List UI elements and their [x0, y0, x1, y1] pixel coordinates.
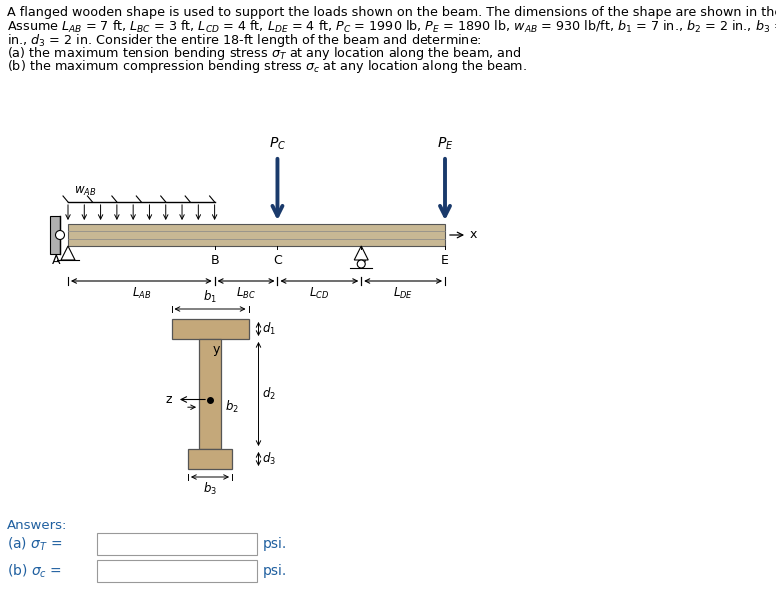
Bar: [97, 560, 257, 582]
Text: $P_E$: $P_E$: [437, 136, 453, 152]
Bar: [97, 533, 257, 555]
Text: in., $d_3$ = 2 in. Consider the entire 18-ft length of the beam and determine:: in., $d_3$ = 2 in. Consider the entire 1…: [7, 32, 482, 49]
Text: E: E: [441, 254, 449, 267]
Text: A: A: [52, 254, 61, 267]
Text: $w_{AB}$: $w_{AB}$: [74, 185, 96, 198]
Text: $L_{BC}$: $L_{BC}$: [236, 286, 256, 301]
Text: psi.: psi.: [263, 537, 287, 551]
Text: Assume $L_{AB}$ = 7 ft, $L_{BC}$ = 3 ft, $L_{CD}$ = 4 ft, $L_{DE}$ = 4 ft, $P_C$: Assume $L_{AB}$ = 7 ft, $L_{BC}$ = 3 ft,…: [7, 19, 776, 35]
Bar: [199, 339, 221, 449]
Text: A flanged wooden shape is used to support the loads shown on the beam. The dimen: A flanged wooden shape is used to suppor…: [7, 6, 776, 19]
Bar: [68, 224, 445, 246]
Text: $b_2$: $b_2$: [225, 399, 239, 415]
Text: Answers:: Answers:: [7, 519, 68, 532]
Text: $b_1$: $b_1$: [203, 289, 217, 305]
Text: $L_{DE}$: $L_{DE}$: [393, 286, 413, 301]
Text: (b) $\sigma_c$ =: (b) $\sigma_c$ =: [7, 562, 62, 580]
Bar: [188, 449, 232, 469]
Text: $P_C$: $P_C$: [269, 136, 286, 152]
Text: $d_2$: $d_2$: [262, 386, 275, 402]
Text: (b) the maximum compression bending stress $\sigma_c$ at any location along the : (b) the maximum compression bending stre…: [7, 58, 527, 75]
Text: psi.: psi.: [263, 564, 287, 578]
Text: $d_1$: $d_1$: [262, 321, 275, 337]
Circle shape: [56, 230, 64, 239]
Polygon shape: [61, 246, 75, 260]
Text: $L_{CD}$: $L_{CD}$: [309, 286, 330, 301]
Text: D: D: [356, 254, 366, 267]
Text: $b_3$: $b_3$: [203, 481, 217, 497]
Text: x: x: [470, 228, 477, 241]
Text: z: z: [165, 393, 172, 406]
Bar: [50, 216, 60, 254]
Text: B: B: [210, 254, 219, 267]
Polygon shape: [354, 246, 369, 260]
Text: y: y: [213, 343, 220, 356]
Text: C: C: [273, 254, 282, 267]
Circle shape: [357, 260, 365, 268]
Text: $d_3$: $d_3$: [262, 451, 275, 467]
Text: (a) $\sigma_T$ =: (a) $\sigma_T$ =: [7, 535, 62, 553]
Text: $L_{AB}$: $L_{AB}$: [132, 286, 151, 301]
Bar: [171, 319, 248, 339]
Text: (a) the maximum tension bending stress $\sigma_T$ at any location along the beam: (a) the maximum tension bending stress $…: [7, 45, 521, 62]
